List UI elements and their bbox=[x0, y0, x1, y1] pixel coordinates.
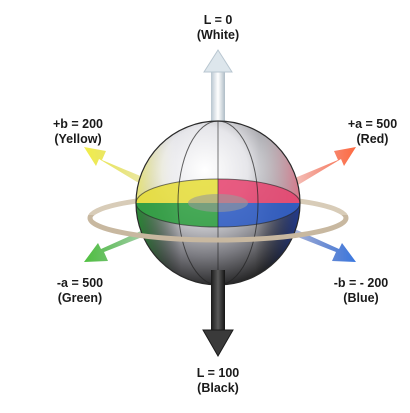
label-lower-left-name: (Green) bbox=[57, 291, 103, 305]
label-lower-right-value: -b = - 200 bbox=[333, 276, 389, 290]
red-axis-arrow bbox=[290, 147, 356, 188]
label-upper-right: +a = 500 (Red) bbox=[335, 117, 410, 147]
yellow-axis-arrow bbox=[84, 147, 150, 188]
label-lower-right-name: (Blue) bbox=[343, 291, 379, 305]
label-upper-left-value: +b = 200 bbox=[52, 117, 104, 131]
label-upper-left: +b = 200 (Yellow) bbox=[38, 117, 118, 147]
label-upper-right-value: +a = 500 bbox=[347, 117, 398, 131]
black-axis-arrow bbox=[202, 270, 234, 358]
label-bottom-name: (Black) bbox=[197, 381, 239, 395]
label-lower-left: -a = 500 (Green) bbox=[40, 276, 120, 306]
label-lower-left-value: -a = 500 bbox=[56, 276, 104, 290]
label-lower-right: -b = - 200 (Blue) bbox=[318, 276, 404, 306]
equator-ring-front bbox=[87, 215, 349, 243]
label-bottom-value: L = 100 bbox=[196, 366, 240, 380]
label-top-name: (White) bbox=[196, 28, 240, 42]
color-sphere bbox=[135, 120, 301, 286]
label-top-value: L = 0 bbox=[203, 13, 233, 27]
label-bottom: L = 100 (Black) bbox=[178, 366, 258, 396]
label-upper-left-name: (Yellow) bbox=[54, 132, 102, 146]
label-upper-right-name: (Red) bbox=[356, 132, 389, 146]
label-top: L = 0 (White) bbox=[183, 13, 253, 43]
